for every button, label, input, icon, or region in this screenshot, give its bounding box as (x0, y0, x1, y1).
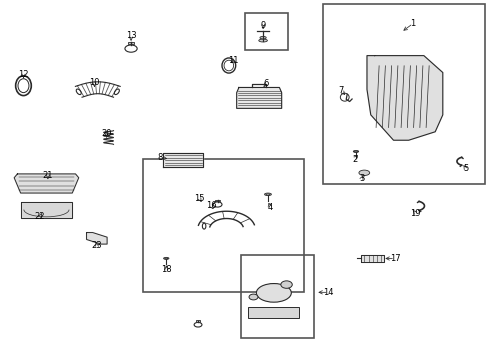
Bar (128, 42, 134, 44)
Text: 8: 8 (158, 153, 163, 162)
Text: 9: 9 (260, 21, 265, 30)
Text: 7: 7 (338, 86, 343, 95)
Text: 23: 23 (91, 241, 102, 250)
Text: 5: 5 (462, 164, 467, 173)
Text: 17: 17 (389, 254, 400, 263)
Ellipse shape (265, 194, 269, 195)
Polygon shape (14, 174, 79, 193)
Polygon shape (236, 87, 281, 108)
Bar (215, 199, 220, 201)
Ellipse shape (248, 294, 258, 300)
Text: 16: 16 (205, 202, 216, 210)
Bar (245, 13, 287, 50)
Bar (196, 320, 200, 321)
Text: 6: 6 (264, 79, 268, 88)
Text: 15: 15 (194, 194, 204, 203)
Polygon shape (163, 153, 203, 167)
Ellipse shape (258, 39, 267, 42)
Ellipse shape (163, 257, 169, 259)
Ellipse shape (354, 151, 357, 152)
Ellipse shape (164, 258, 167, 259)
Polygon shape (86, 233, 107, 244)
Ellipse shape (256, 284, 291, 302)
Text: 13: 13 (125, 31, 136, 40)
Bar (248, 307, 299, 318)
Polygon shape (20, 202, 72, 218)
Text: 19: 19 (409, 209, 420, 217)
Text: 11: 11 (228, 56, 239, 65)
Ellipse shape (280, 281, 292, 288)
Text: 18: 18 (161, 265, 171, 274)
Ellipse shape (264, 193, 271, 195)
Polygon shape (366, 55, 442, 140)
Ellipse shape (358, 170, 369, 175)
Text: 4: 4 (267, 202, 272, 211)
Bar (142, 159, 304, 292)
Ellipse shape (260, 36, 265, 39)
Text: 2: 2 (351, 154, 356, 163)
Polygon shape (360, 255, 384, 262)
Text: 10: 10 (89, 78, 100, 87)
Text: 22: 22 (35, 212, 45, 221)
Bar (322, 4, 484, 184)
Ellipse shape (352, 150, 358, 152)
Text: 1: 1 (410, 19, 415, 28)
Text: 12: 12 (18, 71, 29, 79)
Text: 21: 21 (42, 171, 53, 180)
Text: 14: 14 (323, 288, 333, 297)
Bar (240, 255, 313, 338)
Text: 20: 20 (101, 129, 112, 138)
Text: 3: 3 (359, 174, 364, 183)
